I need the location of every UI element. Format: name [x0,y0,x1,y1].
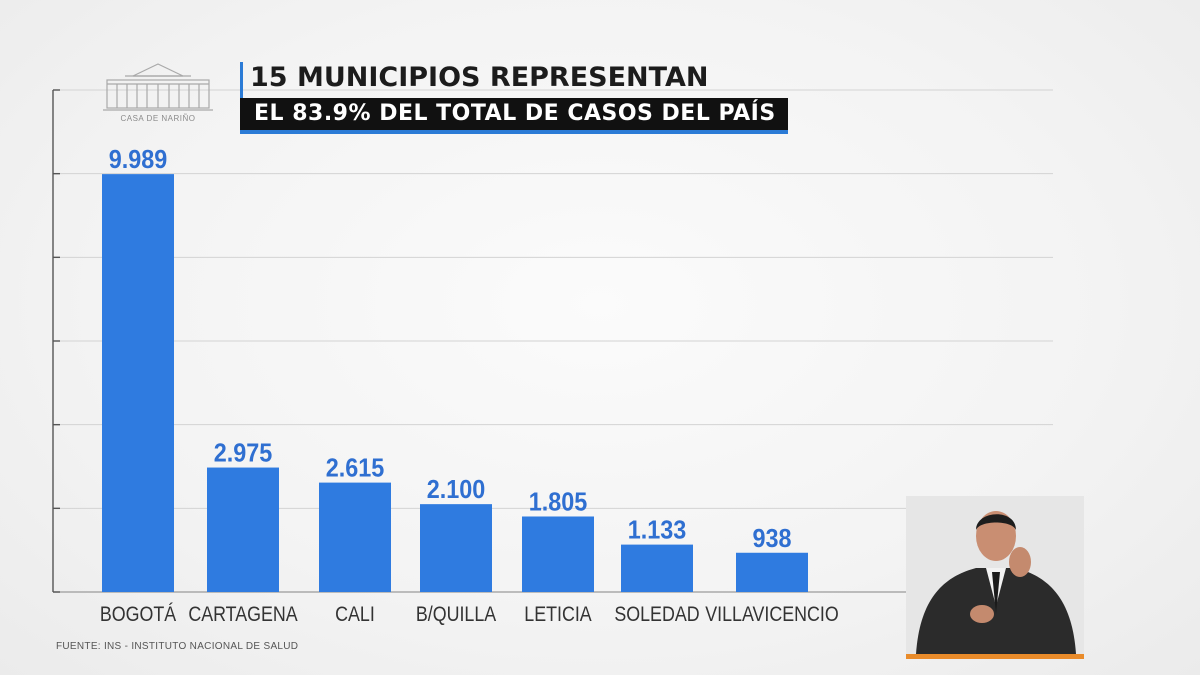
casa-de-narino-logo [103,63,213,111]
source-note: FUENTE: INS - INSTITUTO NACIONAL DE SALU… [56,641,299,652]
bar-villavicencio [736,552,808,592]
category-label: B/QUILLA [416,603,496,627]
category-label: LETICIA [524,603,591,627]
category-label: BOGOTÁ [100,602,176,627]
category-label: CALI [335,603,375,627]
value-label: 938 [752,525,791,553]
bars [102,174,808,592]
category-label: CARTAGENA [188,603,297,627]
title-line-2-box: EL 83.9% DEL TOTAL DE CASOS DEL PAÍS [240,98,788,134]
value-label: 2.975 [214,439,273,467]
value-label: 1.805 [529,488,588,516]
interpreter-figure [906,496,1084,654]
bar-leticia [522,516,594,592]
title-accent-bar [240,62,243,98]
value-label: 9.989 [109,146,168,174]
sign-language-interpreter-video [906,496,1084,659]
value-label: 1.133 [628,517,687,545]
category-labels: BOGOTÁ CARTAGENA CALI B/QUILLA LETICIA SOLEDA… [100,602,839,627]
category-label: VILLAVICENCIO [705,603,838,627]
bar-b/quilla [420,504,492,592]
value-labels: 9.989 2.975 2.615 2.100 1.805 1.133 938 [109,146,792,553]
bar-bogotá [102,174,174,592]
value-label: 2.615 [326,455,385,483]
title-line-2: EL 83.9% DEL TOTAL DE CASOS DEL PAÍS [254,101,776,126]
bar-cali [319,482,391,592]
title-line-1: 15 MUNICIPIOS REPRESENTAN [250,62,709,93]
bar-soledad [621,544,693,592]
logo-caption: CASA DE NARIÑO [120,114,196,123]
bar-cartagena [207,467,279,592]
y-axis [52,89,60,593]
category-label: SOLEDAD [614,603,699,627]
value-label: 2.100 [427,476,486,504]
